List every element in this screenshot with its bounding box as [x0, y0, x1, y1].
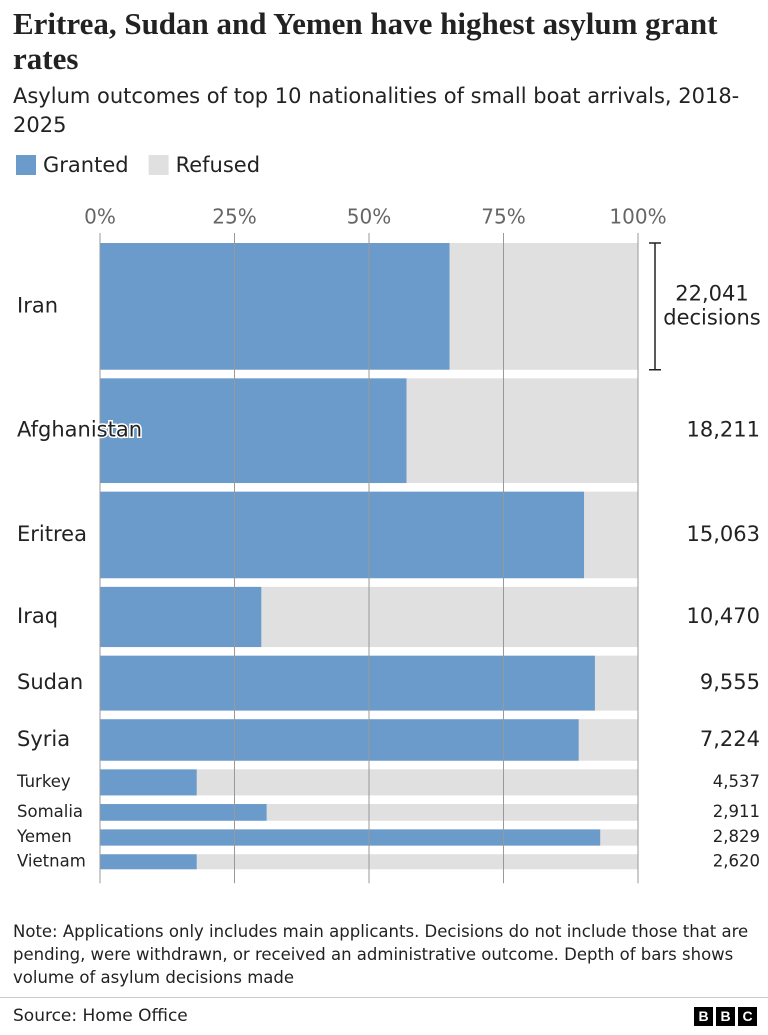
bar-segment	[100, 854, 197, 870]
bar-segment	[100, 804, 267, 821]
bar-segment	[584, 491, 638, 579]
chart: Granted Refused 0% 25% 50% 75% 100% Iran 22,041d…	[15, 153, 761, 884]
bar-segment	[100, 829, 601, 846]
depth-label: 4,537	[713, 772, 760, 791]
depth-label: 2,620	[713, 851, 760, 870]
depth-label: 15,063	[687, 522, 760, 546]
divider	[0, 997, 768, 998]
x-tick-label: 0%	[84, 205, 116, 229]
category-label: Syria	[17, 727, 70, 751]
x-tick-label: 75%	[481, 205, 525, 229]
x-tick-label: 50%	[347, 205, 391, 229]
category-label: Afghanistan	[17, 418, 142, 442]
x-tick-label: 25%	[212, 205, 256, 229]
depth-annotation: decisions	[663, 305, 761, 329]
bar-segment	[266, 804, 638, 821]
bar-segment	[100, 243, 450, 370]
logo-letter: C	[738, 1007, 757, 1026]
legend-swatch	[16, 155, 36, 175]
bar-segment	[261, 586, 638, 648]
bar-segment	[449, 243, 638, 370]
depth-label: 10,470	[687, 604, 760, 628]
depth-label: 2,829	[713, 827, 760, 846]
category-label: Iran	[17, 293, 58, 317]
bar-segment	[100, 769, 197, 796]
bar-segment	[406, 378, 638, 484]
category-label: Iraq	[17, 604, 58, 628]
legend-label: Refused	[176, 153, 260, 177]
category-label: Somalia	[17, 802, 83, 821]
legend-label: Granted	[43, 153, 129, 177]
category-label: Turkey	[16, 772, 71, 791]
category-label: Yemen	[16, 827, 72, 846]
logo-letter: B	[694, 1007, 713, 1026]
bar-segment	[594, 655, 638, 711]
bar-segment	[100, 719, 579, 761]
legend-swatch	[148, 155, 169, 175]
bar-segment	[100, 586, 262, 648]
category-label: Eritrea	[17, 522, 87, 546]
note: Note: Applications only includes main ap…	[13, 922, 749, 987]
category-label: Sudan	[17, 670, 83, 694]
subtitle: Asylum outcomes of top 10 nationalities …	[13, 84, 740, 137]
bar-segment	[196, 769, 638, 796]
title: Eritrea, Sudan and Yemen have highest as…	[13, 6, 718, 76]
x-tick-label: 100%	[609, 205, 666, 229]
depth-label: 7,224	[700, 727, 760, 751]
depth-label: 18,211	[687, 418, 760, 442]
category-label: Vietnam	[17, 851, 86, 870]
bar-segment	[100, 655, 595, 711]
bar-segment	[100, 491, 585, 579]
bar-segment	[600, 829, 638, 846]
source: Source: Home Office	[13, 1006, 188, 1026]
depth-label: 22,041	[675, 281, 748, 305]
bar-segment	[196, 854, 638, 870]
logo-letter: B	[716, 1007, 735, 1026]
depth-bracket	[649, 242, 661, 371]
bar-segment	[100, 378, 407, 484]
depth-label: 9,555	[700, 670, 760, 694]
bar-segment	[578, 719, 638, 761]
logo: B B C	[694, 1007, 757, 1026]
depth-label: 2,911	[713, 802, 760, 821]
